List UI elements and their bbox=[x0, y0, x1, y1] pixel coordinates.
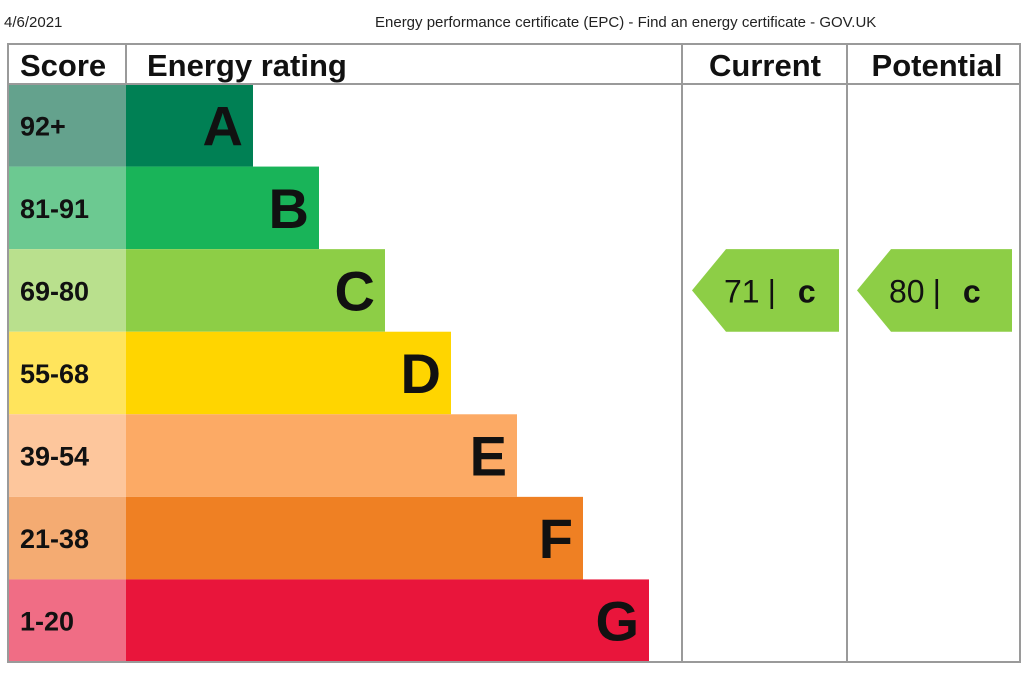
potential-rating-arrow bbox=[857, 249, 1012, 332]
score-cell-g bbox=[8, 579, 126, 662]
rating-bar-d bbox=[126, 331, 451, 415]
current-rating-label: 71 | c bbox=[724, 273, 816, 309]
rating-letter-c: C bbox=[335, 259, 375, 322]
rating-bar-c bbox=[126, 249, 385, 332]
score-label-g: 1-20 bbox=[20, 607, 74, 637]
potential-rating-letter: c bbox=[963, 273, 981, 309]
score-label-e: 39-54 bbox=[20, 442, 89, 472]
potential-rating-label: 80 | c bbox=[889, 273, 981, 309]
score-cell-f bbox=[8, 496, 126, 580]
column-header-score: Score bbox=[20, 48, 106, 83]
rating-bar-e bbox=[126, 414, 517, 497]
grid-layer bbox=[7, 43, 1021, 663]
current-rating-arrow bbox=[692, 249, 839, 332]
rating-bar-f bbox=[126, 496, 583, 580]
current-rating-value: 71 bbox=[724, 273, 760, 309]
rating-letter-e: E bbox=[470, 425, 507, 488]
score-label-b: 81-91 bbox=[20, 194, 89, 224]
score-label-d: 55-68 bbox=[20, 359, 89, 389]
rating-bar-b bbox=[126, 166, 319, 250]
score-label-f: 21-38 bbox=[20, 524, 89, 554]
bands-layer: 92+ A 81-91 B 69-80 C 55-68 D 39-54 E 21-38 F 1-20 G bbox=[8, 84, 649, 662]
rating-letter-a: A bbox=[203, 94, 243, 157]
potential-rating-separator: | bbox=[933, 273, 941, 309]
rating-letter-g: G bbox=[595, 590, 639, 653]
score-label-c: 69-80 bbox=[20, 276, 89, 306]
score-cell-d bbox=[8, 331, 126, 415]
column-header-energy-rating: Energy rating bbox=[147, 48, 347, 83]
header-layer: Score Energy rating Current Potential bbox=[20, 48, 1002, 83]
score-cell-e bbox=[8, 414, 126, 497]
score-cell-b bbox=[8, 166, 126, 250]
current-rating-separator: | bbox=[768, 273, 776, 309]
score-label-a: 92+ bbox=[20, 111, 66, 141]
print-title: Energy performance certificate (EPC) - F… bbox=[375, 14, 877, 31]
current-rating-letter: c bbox=[798, 273, 816, 309]
arrows-layer: 71 | c 80 | c bbox=[692, 249, 1012, 332]
score-cell-c bbox=[8, 249, 126, 332]
print-date: 4/6/2021 bbox=[4, 14, 63, 31]
rating-bar-g bbox=[126, 579, 649, 662]
rating-letter-f: F bbox=[539, 507, 573, 570]
score-cell-a bbox=[8, 84, 126, 167]
rating-letter-d: D bbox=[401, 342, 441, 405]
rating-letter-b: B bbox=[269, 177, 309, 240]
column-header-current: Current bbox=[709, 48, 821, 83]
chart-border bbox=[7, 43, 1021, 663]
rating-bar-a bbox=[126, 84, 253, 167]
potential-rating-value: 80 bbox=[889, 273, 925, 309]
column-header-potential: Potential bbox=[872, 48, 1003, 83]
